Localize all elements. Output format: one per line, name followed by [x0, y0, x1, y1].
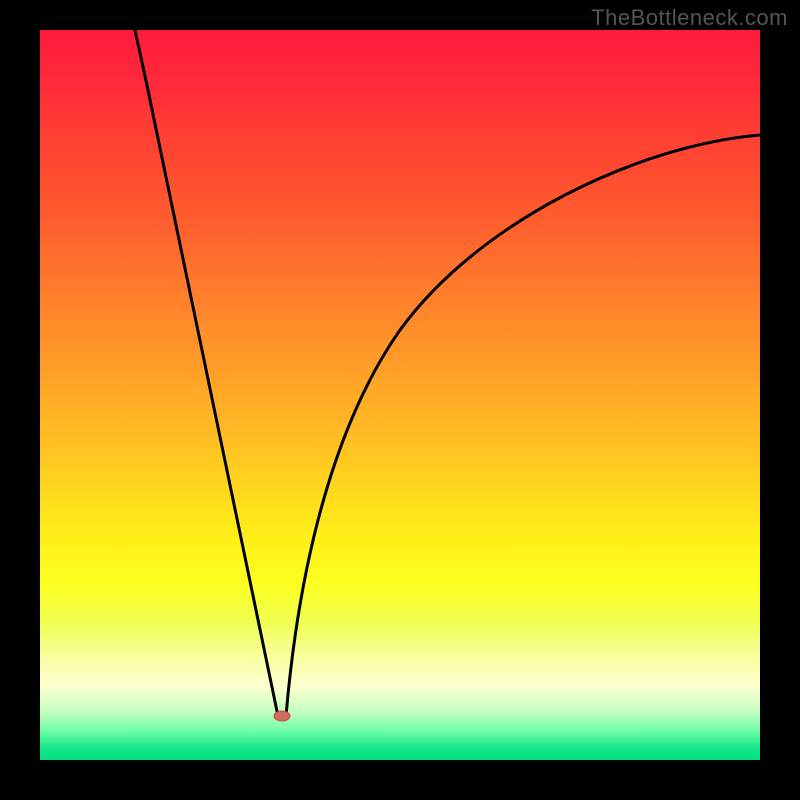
watermark-text: TheBottleneck.com: [591, 5, 788, 31]
chart-curve-layer: [40, 30, 760, 760]
curve-left-branch: [135, 30, 278, 716]
curve-vertex-marker: [274, 711, 290, 721]
chart-plot-area: [40, 30, 760, 760]
curve-right-branch: [286, 135, 760, 716]
